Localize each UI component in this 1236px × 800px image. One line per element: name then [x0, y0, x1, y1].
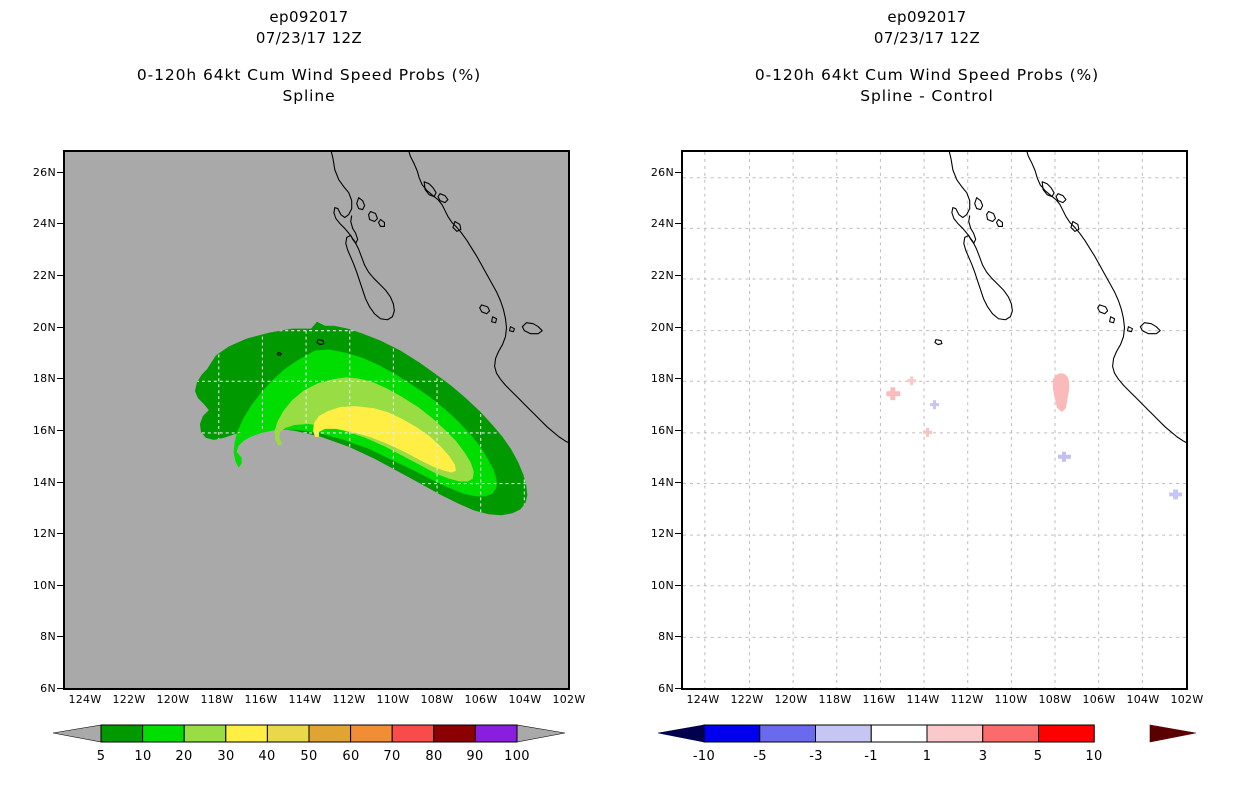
- ytick-8N-right: 8N: [658, 630, 674, 643]
- cbar-tick-neg5: -5: [753, 749, 767, 764]
- map-svg-difference: [683, 152, 1186, 688]
- xtick-116W-right: 116W: [862, 693, 896, 706]
- cbar-tick-40: 40: [258, 749, 276, 764]
- panel-spline-minus-control: ep092017 07/23/17 12Z 0-120h 64kt Cum Wi…: [618, 0, 1236, 800]
- map-gridlines-spline: [65, 152, 568, 688]
- xtick-120W: 120W: [156, 693, 190, 706]
- ytick-6N-right: 6N: [658, 682, 674, 695]
- ytick-14N: 14N: [32, 476, 56, 489]
- cbar-tick-20: 20: [175, 749, 193, 764]
- xtick-110W: 110W: [376, 693, 410, 706]
- cbar-tick-30: 30: [217, 749, 235, 764]
- ytick-20N: 20N: [32, 321, 56, 334]
- ytick-26N-right: 26N: [650, 166, 674, 179]
- colorbar-svg-difference: [657, 724, 1197, 743]
- ytick-10N-right: 10N: [650, 579, 674, 592]
- cbar-tick-neg3: -3: [809, 749, 823, 764]
- xtick-108W: 108W: [420, 693, 454, 706]
- right-panel-titles: ep092017 07/23/17 12Z 0-120h 64kt Cum Wi…: [618, 0, 1236, 106]
- xtick-116W: 116W: [244, 693, 278, 706]
- ytick-16N: 16N: [32, 424, 56, 437]
- datetime-label: 07/23/17 12Z: [255, 29, 363, 47]
- colorbar-difference[interactable]: -10 -5 -3 -1 1 3 5 10: [618, 713, 1236, 773]
- storm-id-label: ep092017: [269, 8, 349, 26]
- xtick-112W-right: 112W: [950, 693, 984, 706]
- ytick-8N: 8N: [40, 630, 56, 643]
- product-title: 0-120h 64kt Cum Wind Speed Probs (%): [136, 66, 482, 84]
- xtick-104W: 104W: [508, 693, 542, 706]
- ytick-14N-right: 14N: [650, 476, 674, 489]
- xtick-120W-right: 120W: [774, 693, 808, 706]
- map-svg-spline: [65, 152, 568, 688]
- cbar-tick-50: 50: [300, 749, 318, 764]
- anomaly-negative-2: [1058, 451, 1071, 462]
- ytick-22N-right: 22N: [650, 269, 674, 282]
- panel-spline: ep092017 07/23/17 12Z 0-120h 64kt Cum Wi…: [0, 0, 618, 773]
- anomaly-positive-4: [923, 427, 933, 437]
- ytick-22N: 22N: [32, 269, 56, 282]
- xtick-114W: 114W: [288, 693, 322, 706]
- xtick-108W-right: 108W: [1038, 693, 1072, 706]
- xtick-104W-right: 104W: [1126, 693, 1160, 706]
- anomaly-negative-1: [930, 400, 939, 410]
- cbar-tick-neg1: -1: [864, 749, 878, 764]
- ytick-10N: 10N: [32, 579, 56, 592]
- cbar-tick-80: 80: [425, 749, 443, 764]
- ytick-24N: 24N: [32, 217, 56, 230]
- xtick-118W: 118W: [200, 693, 234, 706]
- ytick-20N-right: 20N: [650, 321, 674, 334]
- cbar-tick-100: 100: [504, 749, 530, 764]
- xtick-110W-right: 110W: [994, 693, 1028, 706]
- coastline-paths: [276, 152, 568, 443]
- cbar-tick-5: 5: [96, 749, 106, 764]
- xtick-106W-right: 106W: [1082, 693, 1116, 706]
- xtick-122W: 122W: [112, 693, 146, 706]
- left-panel-titles: ep092017 07/23/17 12Z 0-120h 64kt Cum Wi…: [0, 0, 618, 106]
- cbar-tick-10: 10: [134, 749, 152, 764]
- cbar-tick-pos5: 5: [1033, 749, 1043, 764]
- model-subtitle-right: Spline - Control: [860, 87, 994, 105]
- xtick-124W: 124W: [68, 693, 102, 706]
- cbar-tick-pos1: 1: [922, 749, 932, 764]
- ytick-18N-right: 18N: [650, 372, 674, 385]
- ytick-18N: 18N: [32, 372, 56, 385]
- xtick-102W-right: 102W: [1170, 693, 1204, 706]
- anomaly-blobs: [886, 373, 1183, 500]
- cbar-tick-60: 60: [342, 749, 360, 764]
- map-plot-spline[interactable]: [63, 150, 570, 690]
- ytick-16N-right: 16N: [650, 424, 674, 437]
- xtick-106W: 106W: [464, 693, 498, 706]
- anomaly-positive-2: [886, 387, 901, 401]
- xtick-112W: 112W: [332, 693, 366, 706]
- ytick-24N-right: 24N: [650, 217, 674, 230]
- xtick-102W: 102W: [552, 693, 586, 706]
- cbar-tick-pos3: 3: [978, 749, 988, 764]
- datetime-label-right: 07/23/17 12Z: [873, 29, 981, 47]
- map-plot-difference[interactable]: [681, 150, 1188, 690]
- xtick-114W-right: 114W: [906, 693, 940, 706]
- xtick-124W-right: 124W: [686, 693, 720, 706]
- ytick-12N: 12N: [32, 527, 56, 540]
- cbar-tick-pos10: 10: [1085, 749, 1103, 764]
- map-gridlines-difference: [683, 152, 1186, 688]
- ytick-6N: 6N: [40, 682, 56, 695]
- cbar-tick-neg10: -10: [692, 749, 716, 764]
- xtick-122W-right: 122W: [730, 693, 764, 706]
- model-subtitle: Spline: [282, 87, 336, 105]
- anomaly-negative-3: [1169, 489, 1183, 500]
- xtick-118W-right: 118W: [818, 693, 852, 706]
- product-title-right: 0-120h 64kt Cum Wind Speed Probs (%): [754, 66, 1100, 84]
- anomaly-positive-3: [1052, 373, 1070, 413]
- coastline-paths-difference: [934, 152, 1186, 443]
- ytick-12N-right: 12N: [650, 527, 674, 540]
- colorbar-svg-probability: [52, 724, 566, 743]
- cbar-tick-70: 70: [383, 749, 401, 764]
- storm-id-label-right: ep092017: [887, 8, 967, 26]
- cbar-tick-90: 90: [466, 749, 484, 764]
- colorbar-probability[interactable]: 5 10 20 30 40 50 60 70 80 90 100: [0, 713, 618, 773]
- anomaly-positive-1: [907, 376, 917, 386]
- ytick-26N: 26N: [32, 166, 56, 179]
